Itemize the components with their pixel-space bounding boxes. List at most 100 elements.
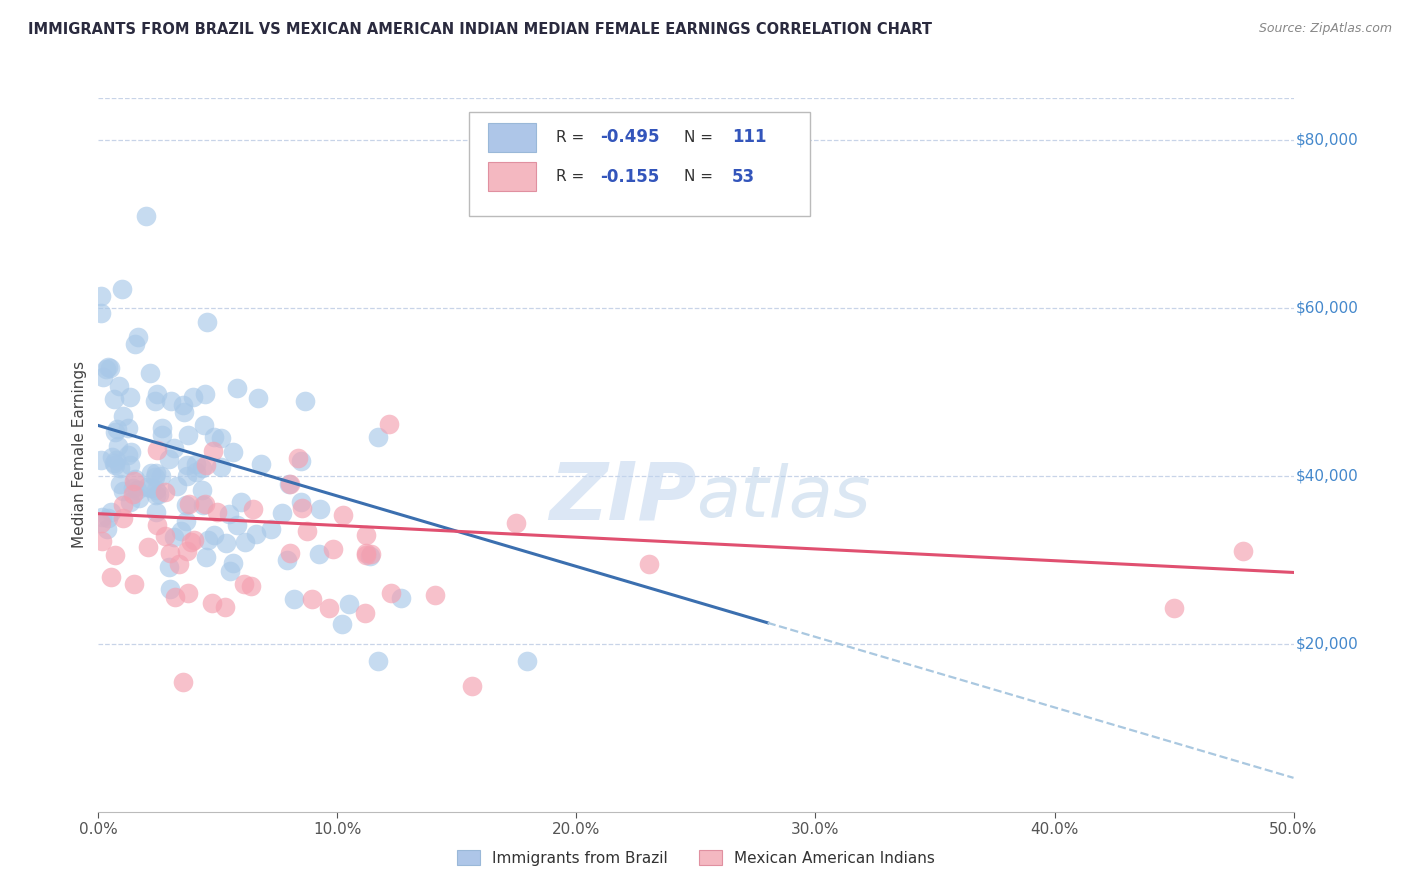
Text: $80,000: $80,000 xyxy=(1296,133,1358,147)
Point xyxy=(96,522,118,536)
Point xyxy=(166,478,188,492)
Point xyxy=(101,450,124,464)
Point xyxy=(145,483,167,497)
Point xyxy=(294,393,316,408)
Point xyxy=(141,481,163,495)
Point xyxy=(295,524,318,538)
Point xyxy=(90,305,112,319)
Point xyxy=(90,534,112,549)
Point xyxy=(233,534,256,549)
Point xyxy=(103,456,125,470)
Point xyxy=(219,564,242,578)
Point xyxy=(283,591,305,606)
Point xyxy=(177,586,200,600)
Point xyxy=(146,518,169,533)
Point xyxy=(209,460,232,475)
Point xyxy=(135,480,157,494)
Point xyxy=(195,458,218,472)
Point xyxy=(163,590,186,604)
Point xyxy=(124,337,146,351)
FancyBboxPatch shape xyxy=(488,123,536,152)
Point xyxy=(122,474,145,488)
Point xyxy=(180,534,202,549)
Point xyxy=(505,516,527,530)
Point xyxy=(330,617,353,632)
Point xyxy=(98,360,121,375)
FancyBboxPatch shape xyxy=(470,112,810,216)
Point xyxy=(118,390,141,404)
Point xyxy=(233,576,256,591)
Point xyxy=(112,498,135,512)
Point xyxy=(226,518,249,533)
Point xyxy=(104,458,127,472)
Point xyxy=(176,458,198,473)
Point xyxy=(90,288,112,302)
Text: $40,000: $40,000 xyxy=(1296,468,1358,483)
Point xyxy=(205,505,228,519)
Point xyxy=(148,487,170,501)
Point xyxy=(193,417,215,432)
Point xyxy=(250,457,273,471)
Text: $60,000: $60,000 xyxy=(1296,301,1358,316)
Point xyxy=(377,417,399,432)
Point xyxy=(111,282,134,296)
Point xyxy=(360,547,382,561)
Point xyxy=(186,466,208,480)
Point xyxy=(172,674,194,689)
Text: -0.155: -0.155 xyxy=(600,168,659,186)
FancyBboxPatch shape xyxy=(488,162,536,191)
Point xyxy=(176,543,198,558)
Point xyxy=(276,552,298,566)
Point xyxy=(215,536,238,550)
Point xyxy=(173,405,195,419)
Point xyxy=(209,431,232,445)
Point xyxy=(157,559,180,574)
Point xyxy=(290,453,312,467)
Point xyxy=(242,502,264,516)
Point xyxy=(270,506,292,520)
Point xyxy=(301,592,323,607)
Point xyxy=(354,548,377,562)
Point xyxy=(94,361,117,376)
Point xyxy=(108,378,131,392)
Text: $20,000: $20,000 xyxy=(1296,636,1358,651)
Point xyxy=(136,541,159,555)
Y-axis label: Median Female Earnings: Median Female Earnings xyxy=(72,361,87,549)
Point xyxy=(139,366,162,380)
Point xyxy=(367,430,389,444)
Point xyxy=(359,549,381,563)
Point xyxy=(516,654,538,668)
Text: N =: N = xyxy=(685,169,718,184)
Point xyxy=(226,381,249,395)
Point xyxy=(127,330,149,344)
Point xyxy=(167,557,190,571)
Point xyxy=(638,557,661,571)
Point xyxy=(159,582,181,597)
Point xyxy=(120,445,142,459)
Point xyxy=(163,441,186,455)
Point xyxy=(117,449,139,463)
Point xyxy=(125,483,148,498)
Point xyxy=(322,541,344,556)
Point xyxy=(184,458,207,472)
Point xyxy=(135,209,157,223)
Point xyxy=(163,530,186,544)
Point xyxy=(202,430,225,444)
Point xyxy=(143,470,166,484)
Point xyxy=(201,443,224,458)
Point xyxy=(90,453,112,467)
Point xyxy=(146,387,169,401)
Point xyxy=(107,439,129,453)
Point xyxy=(112,409,135,424)
Text: R =: R = xyxy=(557,130,589,145)
Point xyxy=(124,472,146,486)
Point xyxy=(103,392,125,406)
Point xyxy=(128,491,150,505)
Point xyxy=(194,497,217,511)
Point xyxy=(120,458,142,472)
Point xyxy=(100,570,122,584)
Point xyxy=(111,483,134,498)
Point xyxy=(143,393,166,408)
Point xyxy=(153,484,176,499)
Point xyxy=(176,468,198,483)
